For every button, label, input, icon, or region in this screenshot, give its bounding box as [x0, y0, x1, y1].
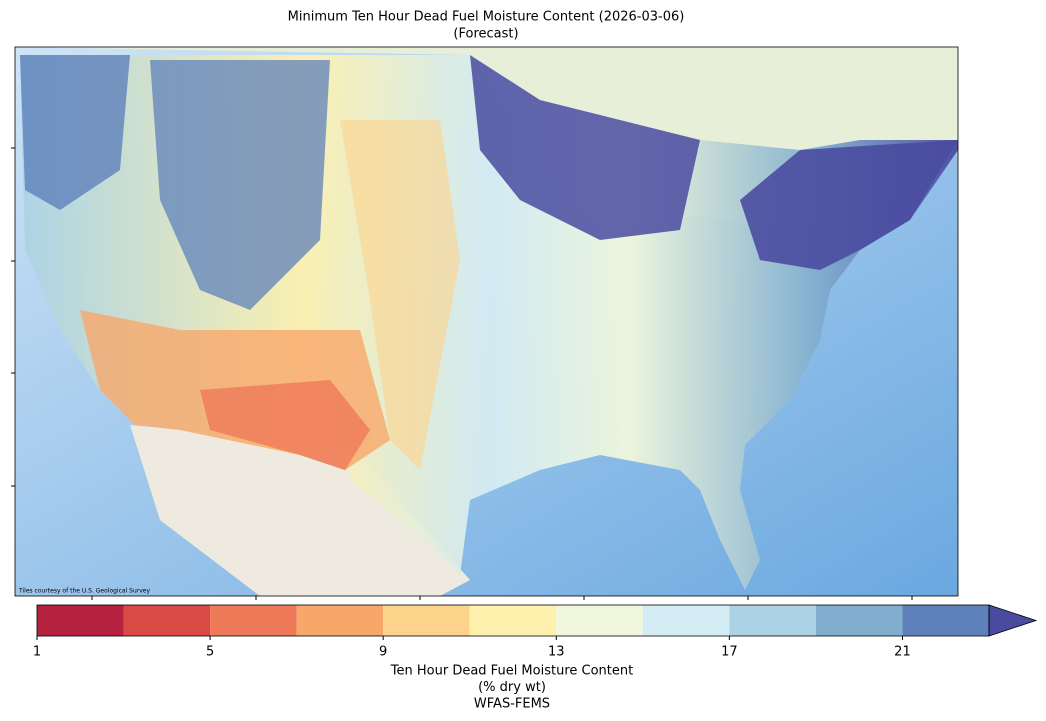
- map: Tiles courtesy of the U.S. Geological Su…: [15, 47, 958, 596]
- colorbar-label: (% dry wt): [478, 680, 546, 695]
- tick-label: 9: [379, 645, 387, 660]
- color-bin: [37, 605, 124, 636]
- tick-label: 1: [33, 645, 41, 660]
- color-bin: [902, 605, 989, 636]
- color-bin: [383, 605, 470, 636]
- color-bin: [729, 605, 816, 636]
- dry-zone: [200, 380, 370, 470]
- mexico: [130, 425, 470, 596]
- color-bin: [815, 605, 903, 636]
- color-bin: [123, 605, 211, 636]
- color-bin: [556, 605, 643, 636]
- color-bin: [296, 605, 384, 636]
- tick-label: 13: [548, 645, 565, 660]
- dry-zone: [340, 120, 460, 470]
- wet-zone: [740, 140, 958, 270]
- wet-zone: [470, 55, 700, 240]
- colorbar: 1 5 9 13 17 21 Ten Hour Dead Fuel Moisture Con…: [33, 604, 1038, 712]
- subtitle: (Forecast): [453, 27, 518, 42]
- extend-arrow: [988, 604, 1038, 637]
- tick-label: 5: [206, 645, 214, 660]
- color-bin: [210, 605, 297, 636]
- title: Minimum Ten Hour Dead Fuel Moisture Cont…: [288, 10, 685, 25]
- colorbar-label: WFAS-FEMS: [474, 697, 550, 712]
- wet-zone: [20, 55, 130, 210]
- color-bin: [642, 605, 730, 636]
- color-bin: [469, 605, 557, 636]
- attribution: Tiles courtesy of the U.S. Geological Su…: [18, 588, 150, 595]
- tick-label: 21: [894, 645, 911, 660]
- map-frame: [14, 46, 959, 597]
- map-ticks: [11, 147, 913, 600]
- tick-label: 17: [721, 645, 738, 660]
- wet-zone: [150, 60, 330, 310]
- colorbar-frame: [36, 604, 990, 637]
- colorbar-label: Ten Hour Dead Fuel Moisture Content: [390, 664, 633, 679]
